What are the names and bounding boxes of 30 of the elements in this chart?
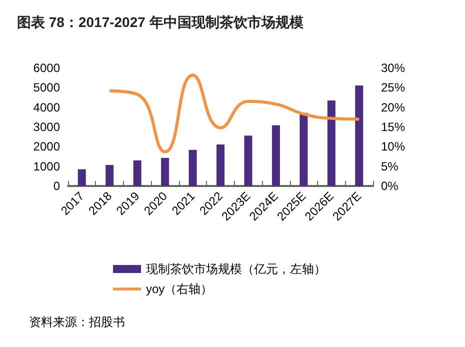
bar bbox=[300, 112, 308, 186]
legend-label: yoy（右轴） bbox=[146, 282, 213, 296]
legend-label: 现制茶饮市场规模（亿元，左轴） bbox=[146, 262, 326, 276]
y2-tick-label: 25% bbox=[381, 80, 406, 95]
bar bbox=[106, 164, 114, 186]
y2-tick-label: 5% bbox=[381, 159, 399, 174]
y-tick-label: 0 bbox=[53, 179, 60, 193]
chart-title: 图表 78：2017-2027 年中国现制茶饮市场规模 bbox=[17, 14, 304, 30]
bar bbox=[272, 125, 280, 186]
y2-tick-label: 0% bbox=[381, 179, 399, 193]
bar bbox=[327, 100, 336, 186]
y2-tick-label: 10% bbox=[381, 140, 406, 154]
bar bbox=[78, 169, 86, 186]
y2-tick-label: 20% bbox=[381, 100, 406, 114]
bar bbox=[133, 160, 142, 186]
bar bbox=[244, 136, 252, 186]
y-tick-label: 5000 bbox=[33, 80, 60, 95]
text: 资料来源：招股书 bbox=[29, 315, 125, 329]
y-tick-label: 2000 bbox=[33, 140, 60, 154]
y-tick-label: 4000 bbox=[33, 100, 60, 114]
bar bbox=[355, 86, 364, 186]
bar bbox=[188, 150, 197, 186]
y2-tick-label: 30% bbox=[381, 61, 406, 75]
y2-tick-label: 15% bbox=[381, 120, 406, 134]
y-tick-label: 3000 bbox=[33, 120, 60, 134]
y-tick-label: 1000 bbox=[33, 159, 60, 174]
bar bbox=[216, 144, 224, 186]
bar bbox=[161, 158, 170, 186]
line-series bbox=[108, 74, 361, 154]
y-tick-label: 6000 bbox=[33, 61, 60, 75]
